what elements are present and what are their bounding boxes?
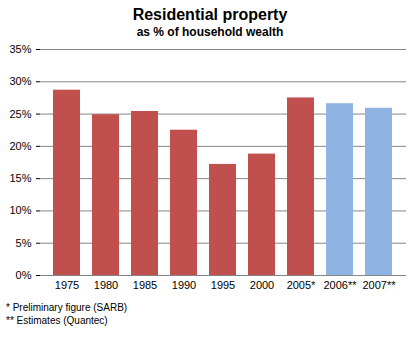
svg-text:15%: 15% [9, 172, 31, 184]
svg-text:35%: 35% [9, 43, 31, 55]
svg-text:1975: 1975 [55, 279, 79, 291]
svg-text:2005*: 2005* [287, 279, 316, 291]
svg-text:2000: 2000 [250, 279, 274, 291]
svg-text:1985: 1985 [133, 279, 157, 291]
svg-text:1995: 1995 [211, 279, 235, 291]
svg-text:2006**: 2006** [323, 279, 357, 291]
svg-text:0%: 0% [16, 269, 32, 281]
svg-text:2007**: 2007** [362, 279, 396, 291]
svg-text:1980: 1980 [94, 279, 118, 291]
html-text:** Estimates (Quantec): ** Estimates (Quantec) [6, 315, 108, 326]
svg-text:10%: 10% [9, 204, 31, 216]
svg-text:20%: 20% [9, 140, 31, 152]
svg-text:1990: 1990 [172, 279, 196, 291]
html-text:* Preliminary figure (SARB): * Preliminary figure (SARB) [6, 302, 128, 313]
svg-text:30%: 30% [9, 75, 31, 87]
html-text:as % of household wealth: as % of household wealth [136, 25, 284, 39]
svg-text:5%: 5% [16, 237, 32, 249]
html-text:Residential property: Residential property [132, 6, 288, 23]
svg-text:25%: 25% [9, 108, 31, 120]
